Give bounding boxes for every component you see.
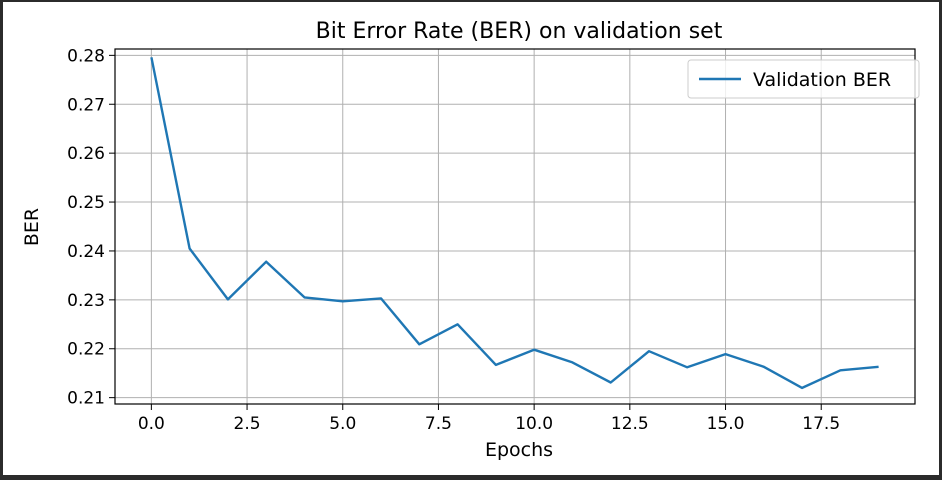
y-tick-label: 0.22 [67, 340, 105, 360]
y-tick-label: 0.27 [67, 95, 105, 115]
grid-lines [115, 49, 915, 404]
x-tick-label: 0.0 [138, 414, 165, 434]
x-tick-label: 17.5 [802, 414, 840, 434]
legend: Validation BER [687, 59, 920, 99]
y-tick-label: 0.28 [67, 46, 105, 66]
x-axis-ticks: 0.0 2.5 5.0 7.5 10.0 12.5 15.0 17.5 [138, 404, 840, 434]
line-chart: Bit Error Rate (BER) on validation set 0… [21, 19, 920, 461]
x-tick-label: 12.5 [611, 414, 649, 434]
y-tick-label: 0.26 [67, 144, 105, 164]
y-axis-ticks: 0.21 0.22 0.23 0.24 0.25 0.26 0.27 0.28 [67, 46, 115, 409]
y-axis-label: BER [21, 208, 43, 246]
series-line-validation-ber [150, 57, 879, 390]
legend-label: Validation BER [753, 69, 891, 91]
x-tick-label: 15.0 [707, 414, 745, 434]
series-group [150, 57, 879, 390]
y-tick-label: 0.21 [67, 389, 105, 409]
y-tick-label: 0.25 [67, 193, 105, 213]
y-tick-label: 0.23 [67, 291, 105, 311]
x-tick-label: 10.0 [515, 414, 553, 434]
x-tick-label: 5.0 [329, 414, 356, 434]
chart-frame: Bit Error Rate (BER) on validation set 0… [3, 2, 939, 475]
x-tick-label: 7.5 [425, 414, 452, 434]
legend-box [687, 59, 920, 99]
y-tick-label: 0.24 [67, 242, 105, 262]
x-tick-label: 2.5 [234, 414, 261, 434]
chart-title: Bit Error Rate (BER) on validation set [316, 19, 723, 44]
x-axis-label: Epochs [485, 439, 553, 461]
plot-area-border [114, 48, 916, 405]
